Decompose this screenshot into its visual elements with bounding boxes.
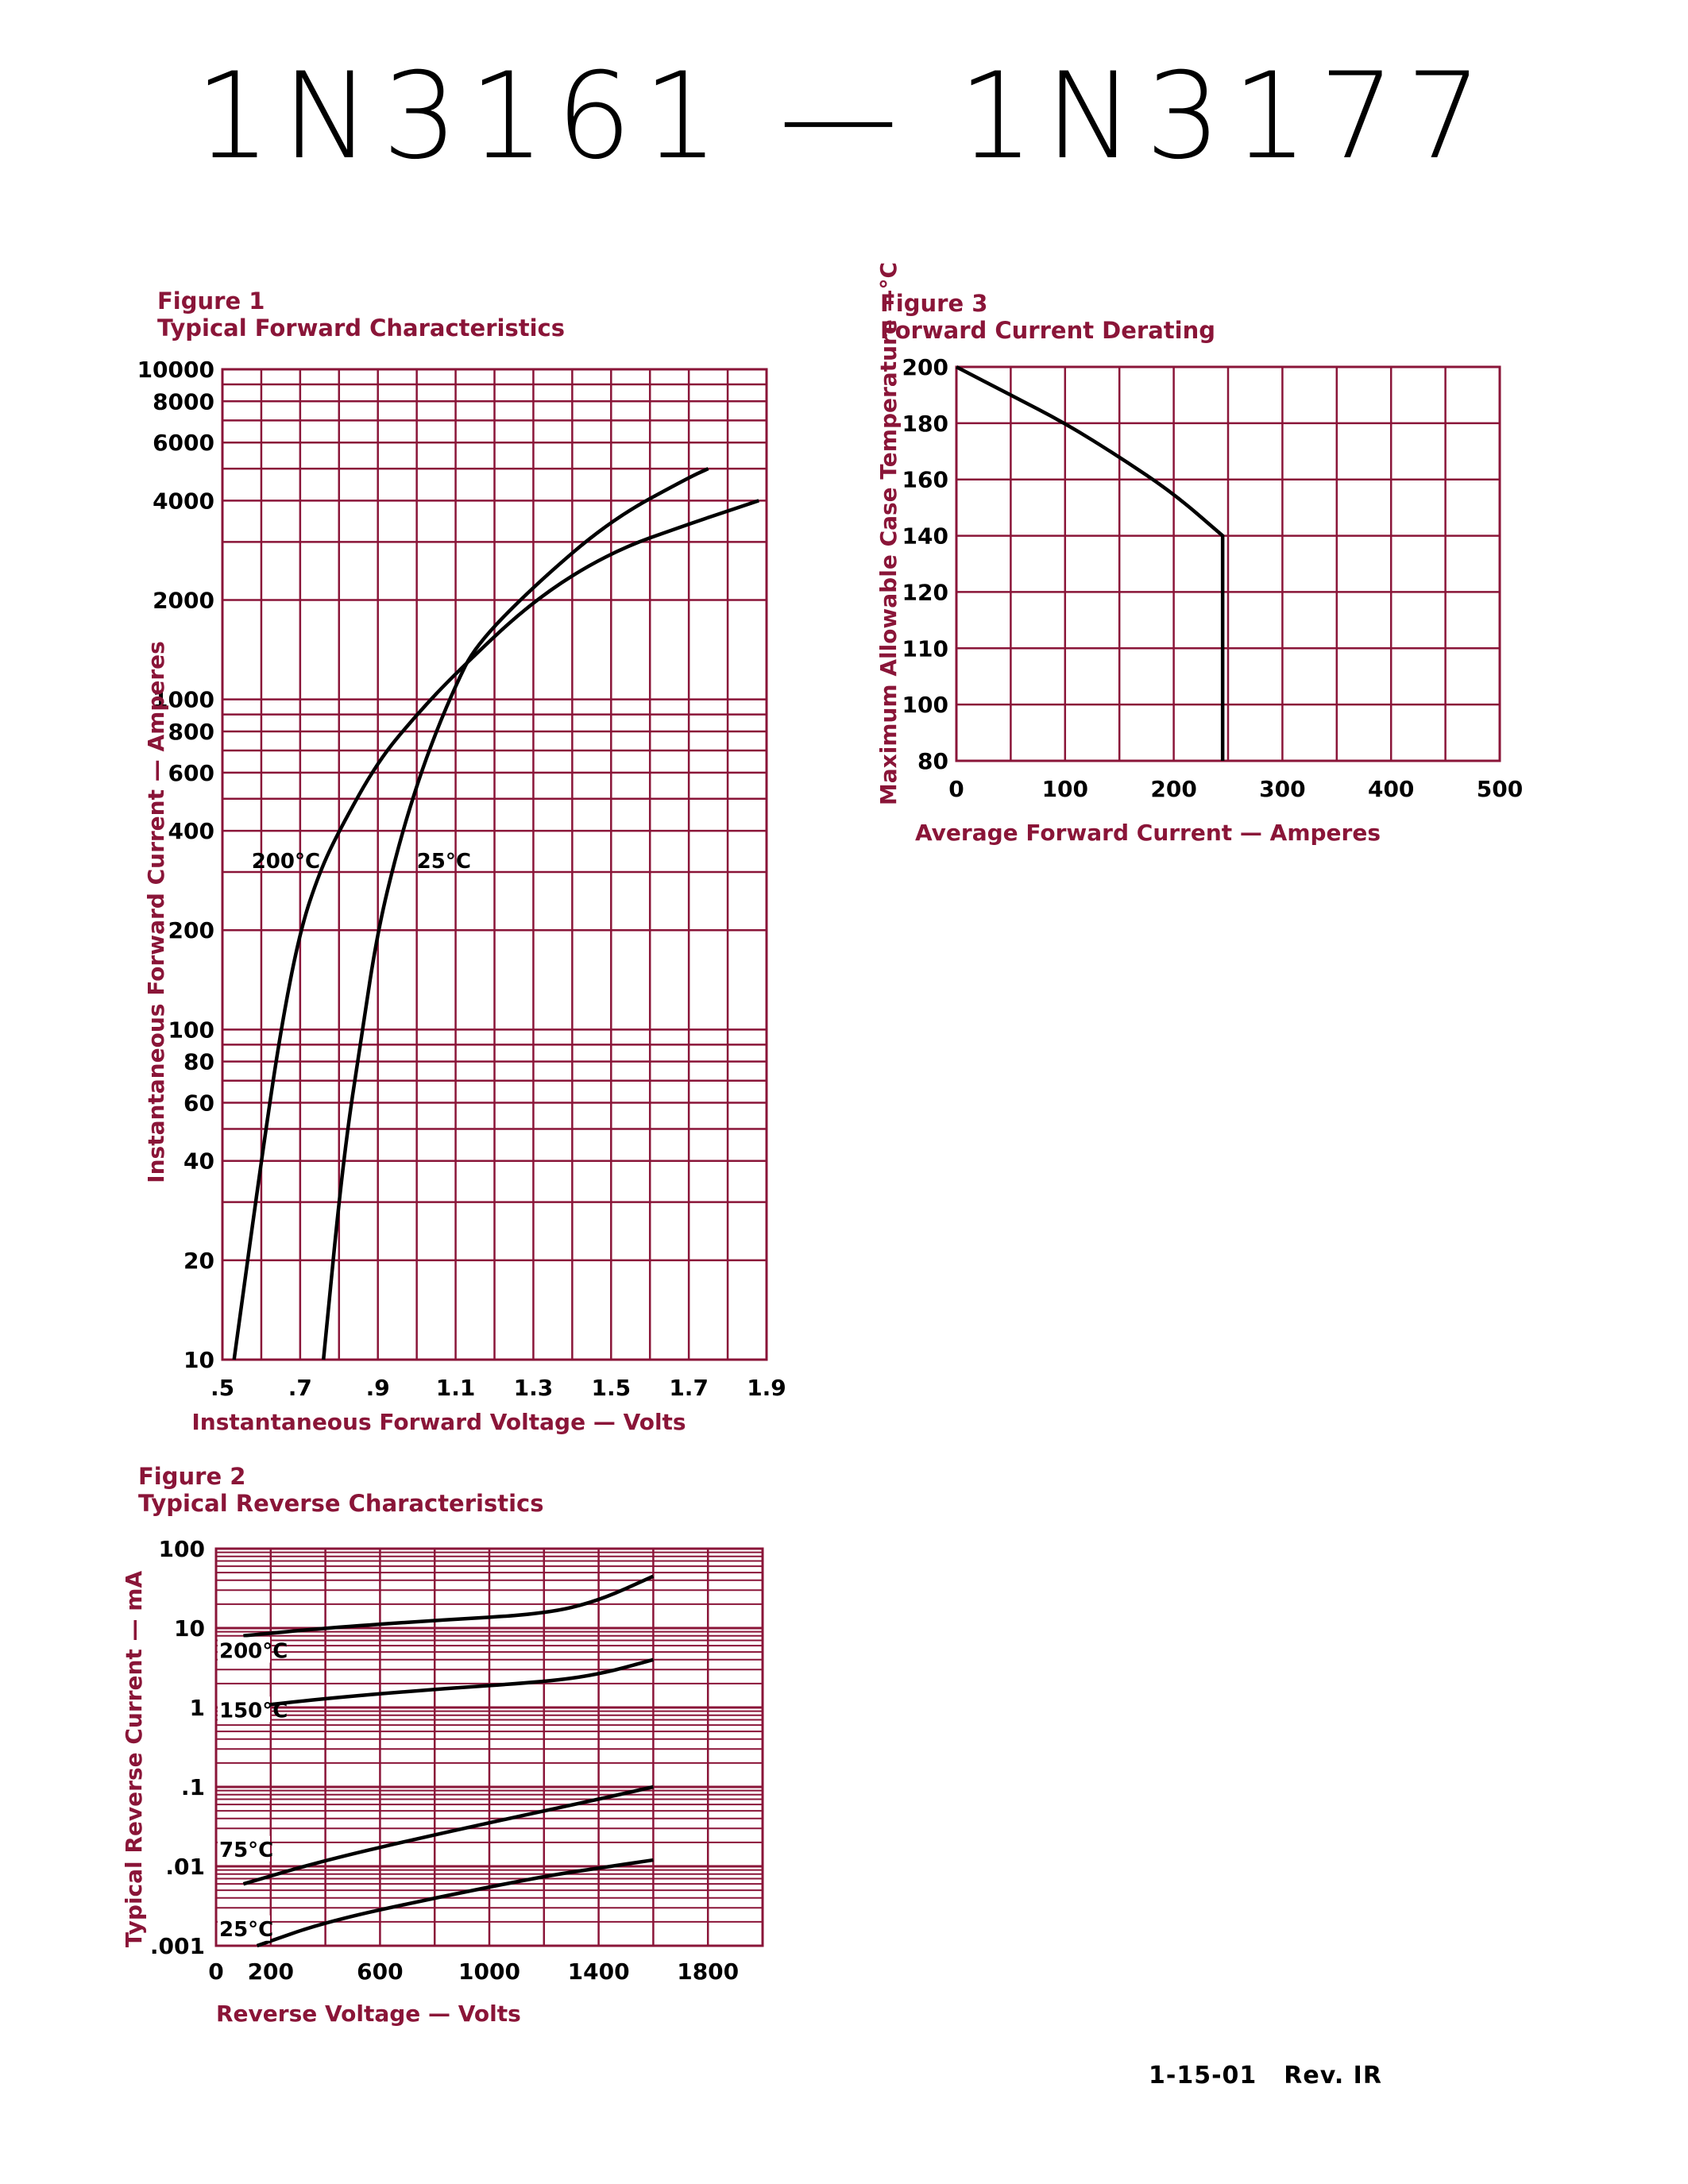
- fig2-series-label-150c: 150°C: [219, 1699, 288, 1723]
- fig1-y-tick-label: 400: [168, 818, 214, 844]
- figure-1-number: Figure 1: [157, 287, 265, 314]
- fig1-y-tick-label: 20: [183, 1248, 214, 1274]
- fig2-series-label-bg: [218, 1835, 270, 1862]
- fig1-y-tick-label: 40: [183, 1148, 214, 1175]
- fig3-x-tick-label: 500: [1477, 776, 1523, 802]
- fig3-x-tick-label: 300: [1259, 776, 1305, 802]
- fig2-x-axis-label: Reverse Voltage — Volts: [216, 2001, 521, 2027]
- fig2-curve-150c: [243, 1657, 654, 1710]
- fig3-x-tick-label: 200: [1150, 776, 1196, 802]
- fig2-x-tick-label: 1800: [677, 1958, 739, 1985]
- revision-date: 1-15-01: [1149, 2062, 1257, 2089]
- fig2-y-tick-label: .01: [165, 1854, 205, 1880]
- fig2-y-tick-label: .001: [150, 1933, 205, 1959]
- fig3-x-tick-label: 100: [1042, 776, 1088, 802]
- fig1-x-tick-label: .9: [366, 1375, 390, 1401]
- fig1-y-tick-label: 80: [183, 1049, 214, 1075]
- fig3-y-tick-label: 160: [902, 467, 948, 493]
- fig2-series-label-bg: [218, 1696, 270, 1723]
- fig1-y-tick-label: 8000: [153, 388, 214, 415]
- fig1-x-tick-label: 1.7: [669, 1375, 709, 1401]
- fig3-x-axis-label: Average Forward Current — Amperes: [915, 820, 1381, 846]
- fig1-x-tick-label: 1.3: [514, 1375, 554, 1401]
- fig3-y-tick-label: 180: [902, 411, 948, 437]
- fig1-y-tick-label: 1000: [153, 687, 214, 713]
- fig3-y-tick-label: 200: [902, 354, 948, 380]
- fig3-frame: [955, 365, 1501, 762]
- fig1-y-tick-label: 6000: [153, 430, 214, 456]
- fig3-y-tick-label: 140: [902, 523, 948, 550]
- fig1-y-tick-label: 800: [168, 719, 214, 745]
- fig1-y-axis-label: Instantaneous Forward Current — Amperes: [143, 641, 169, 1183]
- fig2-x-tick-label: 600: [357, 1958, 403, 1985]
- fig1-frame: [221, 368, 768, 1361]
- page-title: 1N3161 — 1N3177: [195, 48, 1493, 186]
- fig2-series-label-25c: 25°C: [219, 1918, 273, 1942]
- figure-2-caption: Figure 2 Typical Reverse Characteristics: [138, 1463, 544, 1517]
- fig2-series-label-200c: 200°C: [219, 1639, 288, 1663]
- fig3-x-tick-label: 0: [948, 776, 964, 802]
- fig1-curve-200c: [232, 499, 759, 1360]
- fig2-curve-75c: [242, 1785, 654, 1886]
- fig1-x-tick-label: 1.9: [747, 1375, 786, 1401]
- fig3-x-tick-label: 400: [1368, 776, 1414, 802]
- fig1-y-tick-label: 2000: [153, 588, 214, 614]
- fig1-x-tick-label: .7: [288, 1375, 312, 1401]
- figure-2-title: Typical Reverse Characteristics: [138, 1490, 544, 1517]
- fig2-y-tick-label: 100: [159, 1536, 205, 1562]
- fig2-x-tick-label: 1000: [458, 1958, 520, 1985]
- fig1-x-tick-label: .5: [211, 1375, 234, 1401]
- figure-2-number: Figure 2: [138, 1463, 246, 1490]
- fig3-y-axis-label: Maximum Allowable Case Temperature —°C: [875, 262, 902, 805]
- fig1-series-label-200c: 200°C: [252, 850, 320, 874]
- figure-1-title: Typical Forward Characteristics: [157, 314, 565, 341]
- fig1-y-tick-label: 600: [168, 760, 214, 786]
- fig2-x-tick-label: 200: [248, 1958, 294, 1985]
- fig1-y-tick-label: 4000: [153, 488, 214, 514]
- fig2-y-axis-label: Typical Reverse Current — mA: [121, 1571, 147, 1948]
- fig1-y-tick-label: 10000: [137, 357, 214, 383]
- fig3-y-tick-label: 110: [902, 635, 948, 662]
- figure-1-caption: Figure 1 Typical Forward Characteristics: [157, 287, 565, 341]
- revision-note: 1-15-01 Rev. IR: [1149, 2062, 1409, 2089]
- fig1-y-tick-label: 200: [168, 917, 214, 943]
- fig3-derating-curve: [955, 365, 1225, 761]
- fig2-y-tick-label: 10: [174, 1615, 205, 1642]
- fig1-y-tick-label: 100: [168, 1017, 214, 1043]
- fig3-y-tick-label: 100: [902, 692, 948, 718]
- fig2-series-label-bg: [218, 1915, 270, 1941]
- revision-label: Rev. IR: [1284, 2062, 1382, 2089]
- figure-3-number: Figure 3: [880, 290, 988, 317]
- fig2-curve-25c: [256, 1858, 654, 1948]
- fig1-y-tick-label: 10: [183, 1347, 214, 1373]
- fig2-x-tick-label: 0: [208, 1958, 223, 1985]
- fig1-y-tick-label: 60: [183, 1090, 214, 1117]
- fig2-series-label-bg: [218, 1637, 270, 1663]
- fig2-curve-200c: [243, 1574, 655, 1638]
- fig3-y-tick-label: 120: [902, 579, 948, 605]
- fig1-x-tick-label: 1.1: [436, 1375, 476, 1401]
- fig2-x-tick-label: 1400: [568, 1958, 630, 1985]
- figure-3-caption: Figure 3 Forward Current Derating: [880, 290, 1215, 344]
- figure-3-title: Forward Current Derating: [880, 317, 1216, 344]
- fig1-x-tick-label: 1.5: [591, 1375, 631, 1401]
- fig2-y-tick-label: 1: [190, 1695, 205, 1721]
- fig2-y-tick-label: .1: [181, 1774, 205, 1800]
- fig2-series-label-75c: 75°C: [219, 1839, 273, 1862]
- fig1-curve-25c: [321, 467, 709, 1360]
- fig3-y-tick-label: 80: [917, 748, 948, 774]
- fig1-x-axis-label: Instantaneous Forward Voltage — Volts: [191, 1409, 686, 1435]
- fig1-series-label-25c: 25°C: [417, 850, 471, 874]
- fig2-frame: [214, 1547, 764, 1947]
